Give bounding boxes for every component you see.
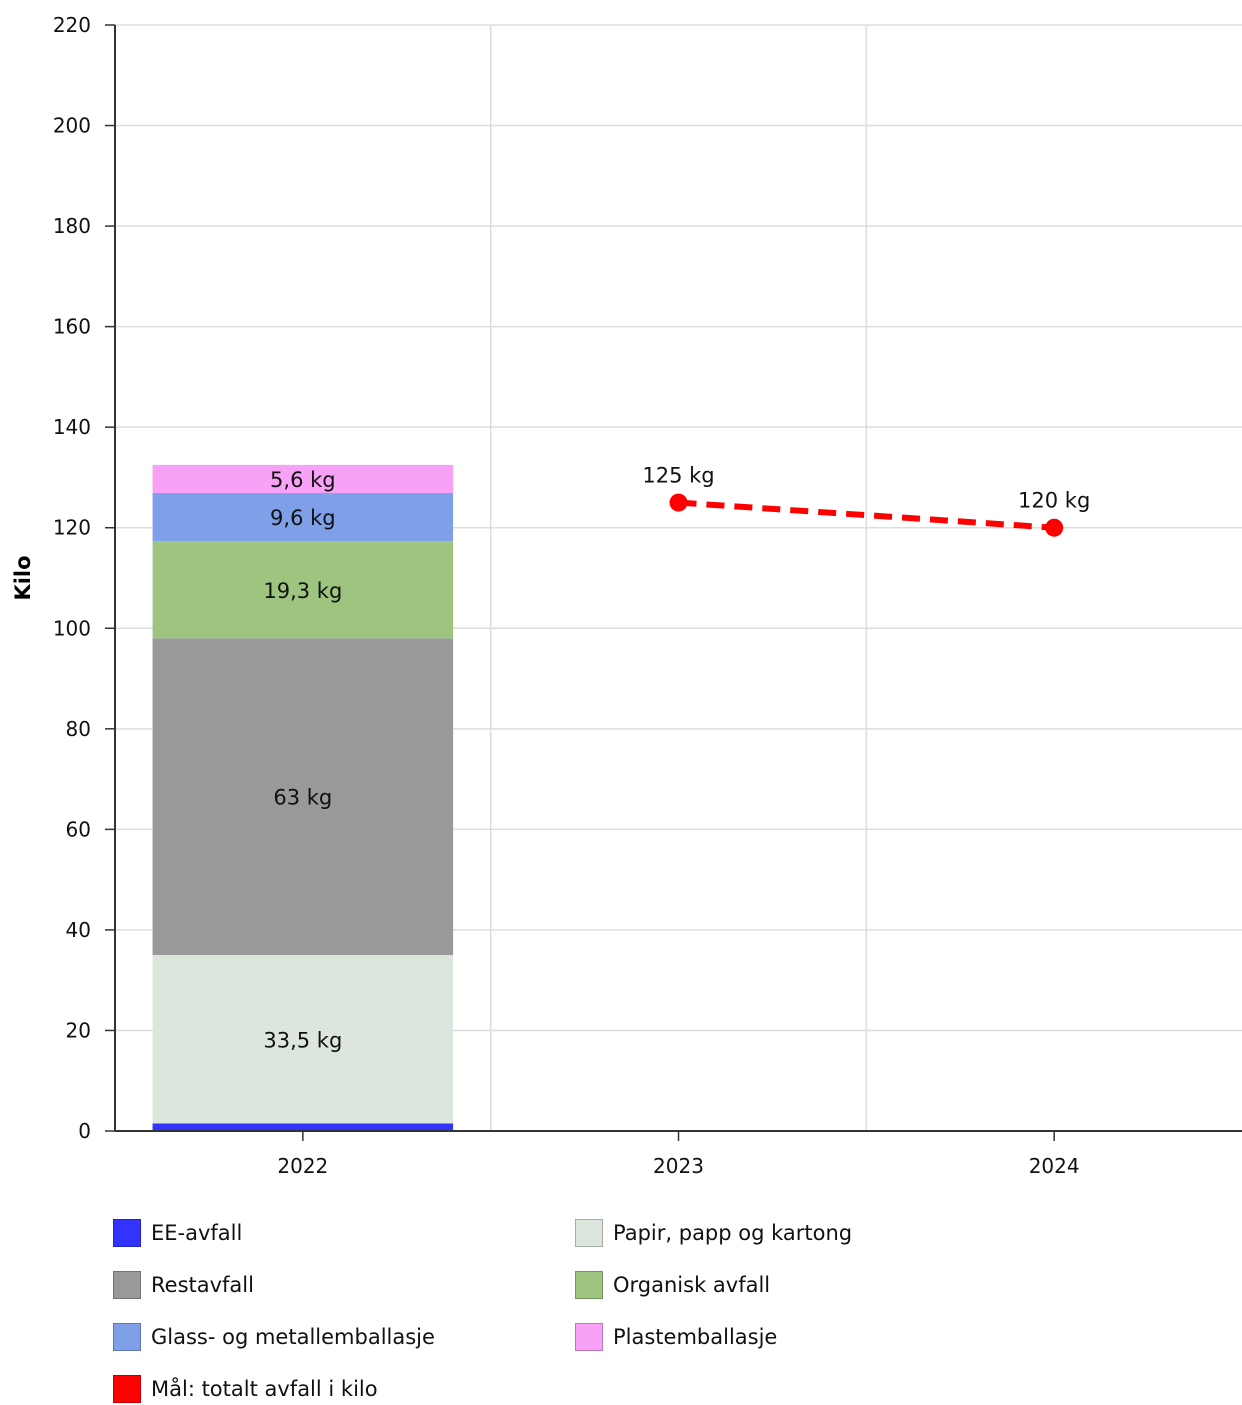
data-label: 19,3 kg [263, 579, 342, 603]
target-point [669, 493, 688, 512]
y-tick-label: 100 [53, 616, 91, 640]
legend-swatch [113, 1219, 141, 1247]
legend-label: Mål: totalt avfall i kilo [151, 1377, 378, 1401]
bar-segment [152, 1123, 454, 1131]
target-label: 120 kg [1018, 489, 1090, 513]
x-tick-label: 2022 [277, 1154, 328, 1178]
y-tick-label: 20 [66, 1018, 91, 1042]
legend-swatch [575, 1219, 603, 1247]
legend-label: Plastemballasje [613, 1325, 778, 1349]
y-tick-label: 180 [53, 214, 91, 238]
y-tick-label: 80 [66, 717, 91, 741]
x-tick-label: 2024 [1029, 1154, 1080, 1178]
bar-segment [152, 638, 454, 956]
legend-item: Papir, papp og kartong [575, 1218, 852, 1248]
data-label: 9,6 kg [270, 506, 336, 530]
y-tick-label: 220 [53, 13, 91, 37]
y-tick-label: 0 [78, 1119, 91, 1143]
y-tick-label: 60 [66, 817, 91, 841]
legend-label: EE-avfall [151, 1221, 243, 1245]
stacked-bars: 33,5 kg 63 kg 19,3 kg 9,6 kg 5,6 kg [152, 464, 454, 1131]
legend-swatch [113, 1323, 141, 1351]
bar-segment [152, 464, 454, 494]
bar-segment [152, 955, 454, 1124]
legend-item: Glass- og metallemballasje [113, 1322, 435, 1352]
y-tick-label: 160 [53, 315, 91, 339]
y-tick-label: 40 [66, 918, 91, 942]
target-line-path [678, 499, 1055, 531]
data-label: 5,6 kg [270, 468, 336, 492]
bar-segment [152, 541, 454, 639]
legend-label: Restavfall [151, 1273, 254, 1297]
axes: 0 20 40 60 80 100 120 140 160 180 200 220 2022 2023 20… [53, 13, 1242, 1178]
legend-item: Organisk avfall [575, 1270, 770, 1300]
y-tick-label: 200 [53, 114, 91, 138]
y-tick-label: 140 [53, 415, 91, 439]
legend-label: Glass- og metallemballasje [151, 1325, 435, 1349]
target-point [1045, 518, 1064, 537]
legend-swatch [575, 1323, 603, 1351]
legend-label: Organisk avfall [613, 1273, 771, 1297]
legend-label: Papir, papp og kartong [613, 1221, 853, 1245]
target-label: 125 kg [642, 464, 714, 488]
legend-item: EE-avfall [113, 1218, 242, 1248]
data-label: 63 kg [273, 786, 332, 810]
bar-segment [152, 493, 454, 542]
legend-swatch [113, 1375, 141, 1403]
legend-item: Restavfall [113, 1270, 254, 1300]
legend-swatch [113, 1271, 141, 1299]
x-tick-label: 2023 [653, 1154, 704, 1178]
target-line: 125 kg 120 kg [642, 464, 1090, 537]
y-axis-label: Kilo [11, 555, 35, 600]
y-tick-label: 120 [53, 516, 91, 540]
data-label: 33,5 kg [263, 1028, 342, 1052]
legend-swatch [575, 1271, 603, 1299]
legend-item: Mål: totalt avfall i kilo [113, 1374, 378, 1404]
legend-item: Plastemballasje [575, 1322, 777, 1352]
